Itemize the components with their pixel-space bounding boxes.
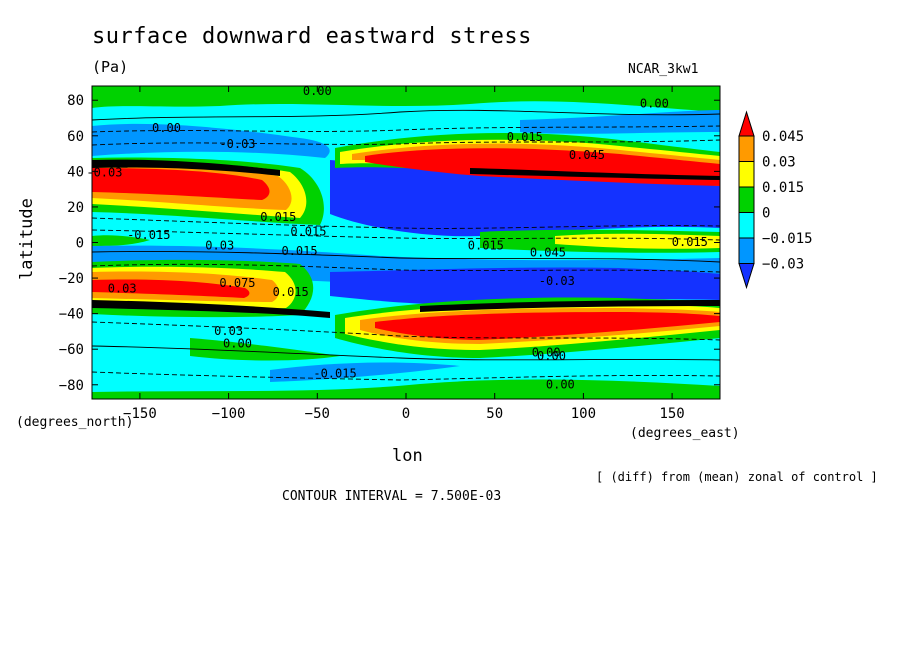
contour-label: 0.075 — [219, 276, 255, 290]
contour-lines — [92, 109, 720, 381]
y-tick-label: −60 — [59, 342, 84, 358]
contour-line — [92, 125, 720, 133]
band-south-polar-negative — [270, 362, 460, 382]
contour-label: 0.045 — [569, 148, 605, 162]
contour-label: -0.015 — [313, 367, 356, 381]
contour-label: 0.00 — [546, 377, 575, 391]
contour-label: 0.015 — [281, 244, 317, 258]
colorbar-label: −0.03 — [762, 257, 804, 273]
contour-line — [92, 321, 720, 341]
band-south-polar-positive — [92, 379, 720, 399]
x-axis-label: lon — [392, 446, 423, 466]
band-north-negative-west — [92, 123, 330, 158]
contour-line — [92, 371, 720, 381]
colorbar-segment — [738, 237, 755, 264]
contour-labels: 0.000.000.00-0.030.015-0.030.0450.0150.0… — [86, 84, 708, 391]
contour-line — [92, 251, 720, 263]
y-tick-label: 60 — [67, 129, 84, 145]
colorbar-segment — [738, 161, 755, 188]
colorbar-segment — [738, 212, 755, 239]
contour-label: -0.015 — [127, 228, 170, 242]
contour-label: 0.00 — [152, 121, 181, 135]
contour-label: 0.015 — [468, 239, 504, 253]
contour-label: 0.03 — [205, 239, 234, 253]
colorbar-top-arrow — [738, 110, 755, 137]
x-tick-label: 50 — [486, 406, 503, 422]
contour-label: -0.03 — [86, 166, 122, 180]
contour-line — [92, 345, 720, 361]
x-axis: −150 −100 −50 0 50 100 150 — [123, 86, 685, 422]
x-tick-label: 0 — [402, 406, 410, 422]
x-tick-label: 150 — [659, 406, 684, 422]
contour-label: -0.03 — [539, 274, 575, 288]
filled-contour-field — [92, 86, 720, 399]
contour-label: 0.015 — [507, 130, 543, 144]
y-tick-label: 40 — [67, 164, 84, 180]
contour-label: 0.00 — [640, 96, 669, 110]
y-axis-units: (degrees_north) — [16, 415, 134, 430]
contour-label: 0.015 — [672, 235, 708, 249]
colorbar-segment — [738, 186, 755, 213]
colorbar-label: 0.03 — [762, 155, 796, 171]
colorbar-label: 0 — [762, 206, 770, 222]
band-southern-jet-west-red — [92, 279, 250, 298]
contour-label: 0.03 — [214, 324, 243, 338]
band-north-polar-positive — [92, 86, 720, 112]
contour-label: -0.03 — [219, 137, 255, 151]
contour-label: 0.015 — [273, 285, 309, 299]
colorbar: 0.045 0.03 0.015 0 −0.015 −0.03 — [738, 110, 813, 290]
contour-line — [92, 139, 720, 146]
contour-line — [92, 229, 720, 241]
colorbar-label: 0.015 — [762, 180, 804, 196]
contour-label: 0.045 — [530, 246, 566, 260]
x-tick-label: −150 — [123, 406, 157, 422]
contour-label: 0.00 — [537, 349, 566, 363]
band-southern-negative-east — [330, 267, 720, 305]
contour-label: 0.00 — [303, 84, 332, 98]
x-tick-label: −100 — [212, 406, 246, 422]
contour-label: 0.015 — [290, 224, 326, 238]
band-northern-jet-east-black — [470, 168, 720, 180]
units-label: (Pa) — [92, 58, 129, 76]
y-tick-label: −20 — [59, 271, 84, 287]
contour-label: 0.00 — [532, 345, 561, 359]
colorbar-label: 0.045 — [762, 129, 804, 145]
band-southern-jet-east-black — [420, 300, 720, 312]
band-southern-jet-west-black — [92, 300, 330, 318]
band-southern-jet-east-red — [375, 312, 720, 340]
contour-label: 0.00 — [223, 336, 252, 350]
contour-line — [92, 217, 720, 229]
band-northern-jet-west-red — [92, 168, 270, 200]
y-axis: 80 60 40 20 0 −20 −40 −60 −80 — [59, 93, 720, 394]
model-label: NCAR_3kw1 — [628, 62, 699, 77]
contour-interval-label: CONTOUR INTERVAL = 7.500E-03 — [282, 489, 502, 504]
band-north-negative-east — [520, 110, 720, 134]
x-tick-label: −50 — [305, 406, 330, 422]
y-tick-label: −80 — [59, 378, 84, 394]
y-tick-label: 20 — [67, 200, 84, 216]
contour-label: 0.03 — [108, 281, 137, 295]
contour-label: 0.015 — [260, 210, 296, 224]
colorbar-segment — [738, 135, 755, 162]
band-equatorial-west-positive — [92, 235, 150, 246]
band-equatorial-east-yellow — [555, 233, 720, 249]
y-tick-label: −40 — [59, 307, 84, 323]
colorbar-bottom-arrow — [738, 263, 755, 290]
band-south-subpolar-positive — [190, 338, 340, 361]
difference-note: [ (diff) from (mean) zonal of control ] — [596, 470, 878, 484]
x-tick-label: 100 — [571, 406, 596, 422]
colorbar-label: −0.015 — [762, 231, 813, 247]
contour-line — [92, 109, 720, 121]
contour-line — [92, 263, 720, 273]
band-northern-jet-west-black — [92, 159, 280, 176]
x-axis-units: (degrees_east) — [630, 426, 740, 441]
y-tick-label: 0 — [76, 236, 84, 252]
chart-title: surface downward eastward stress — [92, 24, 532, 49]
y-tick-label: 80 — [67, 93, 84, 109]
